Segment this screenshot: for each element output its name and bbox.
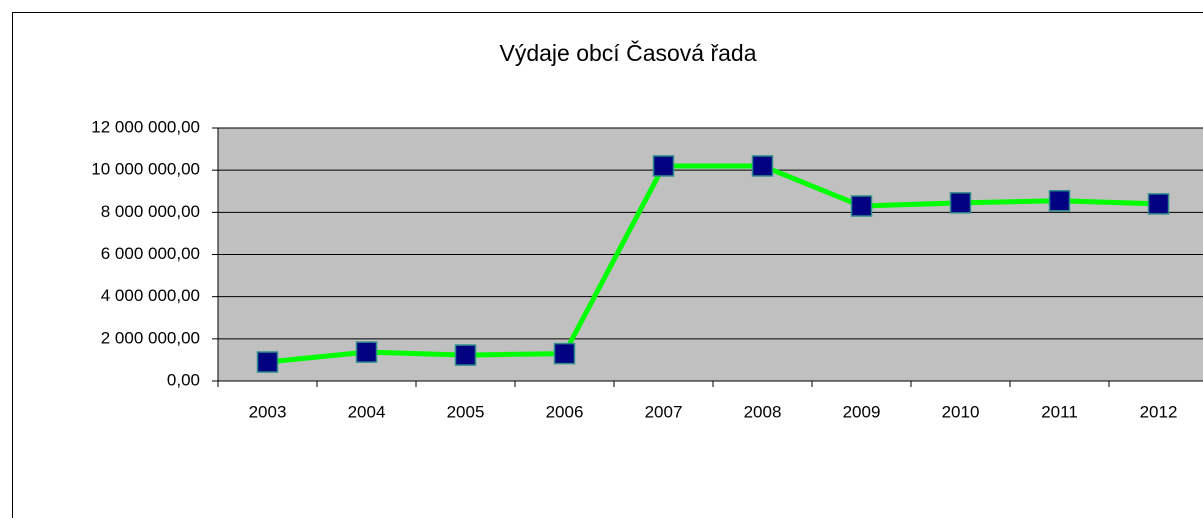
y-tick-label: 6 000 000,00 (101, 244, 200, 263)
x-tick-label: 2011 (1041, 402, 1078, 421)
x-tick-label: 2006 (546, 402, 584, 421)
data-marker (553, 342, 576, 365)
x-tick-label: 2010 (942, 402, 980, 421)
x-tick-label: 2008 (744, 402, 782, 421)
x-tick-label: 2004 (348, 402, 386, 421)
data-marker (454, 344, 477, 366)
y-tick-label: 4 000 000,00 (101, 286, 200, 305)
data-marker (355, 341, 378, 363)
x-tick-label: 2005 (447, 402, 485, 421)
data-marker (949, 192, 972, 214)
data-marker (1147, 193, 1170, 215)
data-marker (256, 351, 279, 373)
x-tick-label: 2003 (249, 402, 287, 421)
x-tick-label: 2012 (1140, 402, 1178, 421)
y-tick-label: 12 000 000,00 (91, 117, 200, 136)
y-tick-label: 8 000 000,00 (101, 202, 200, 221)
data-marker (850, 195, 873, 217)
data-line (267, 163, 1159, 365)
x-tick-label: 2009 (843, 402, 881, 421)
data-marker (1048, 189, 1071, 212)
y-tick-label: 0,00 (167, 370, 200, 389)
chart-title: Výdaje obcí Časová řada (500, 39, 757, 66)
y-tick-label: 2 000 000,00 (101, 328, 200, 347)
data-marker (751, 155, 774, 177)
x-tick-label: 2007 (645, 402, 683, 421)
y-tick-label: 10 000 000,00 (91, 160, 200, 179)
data-marker (652, 155, 675, 177)
